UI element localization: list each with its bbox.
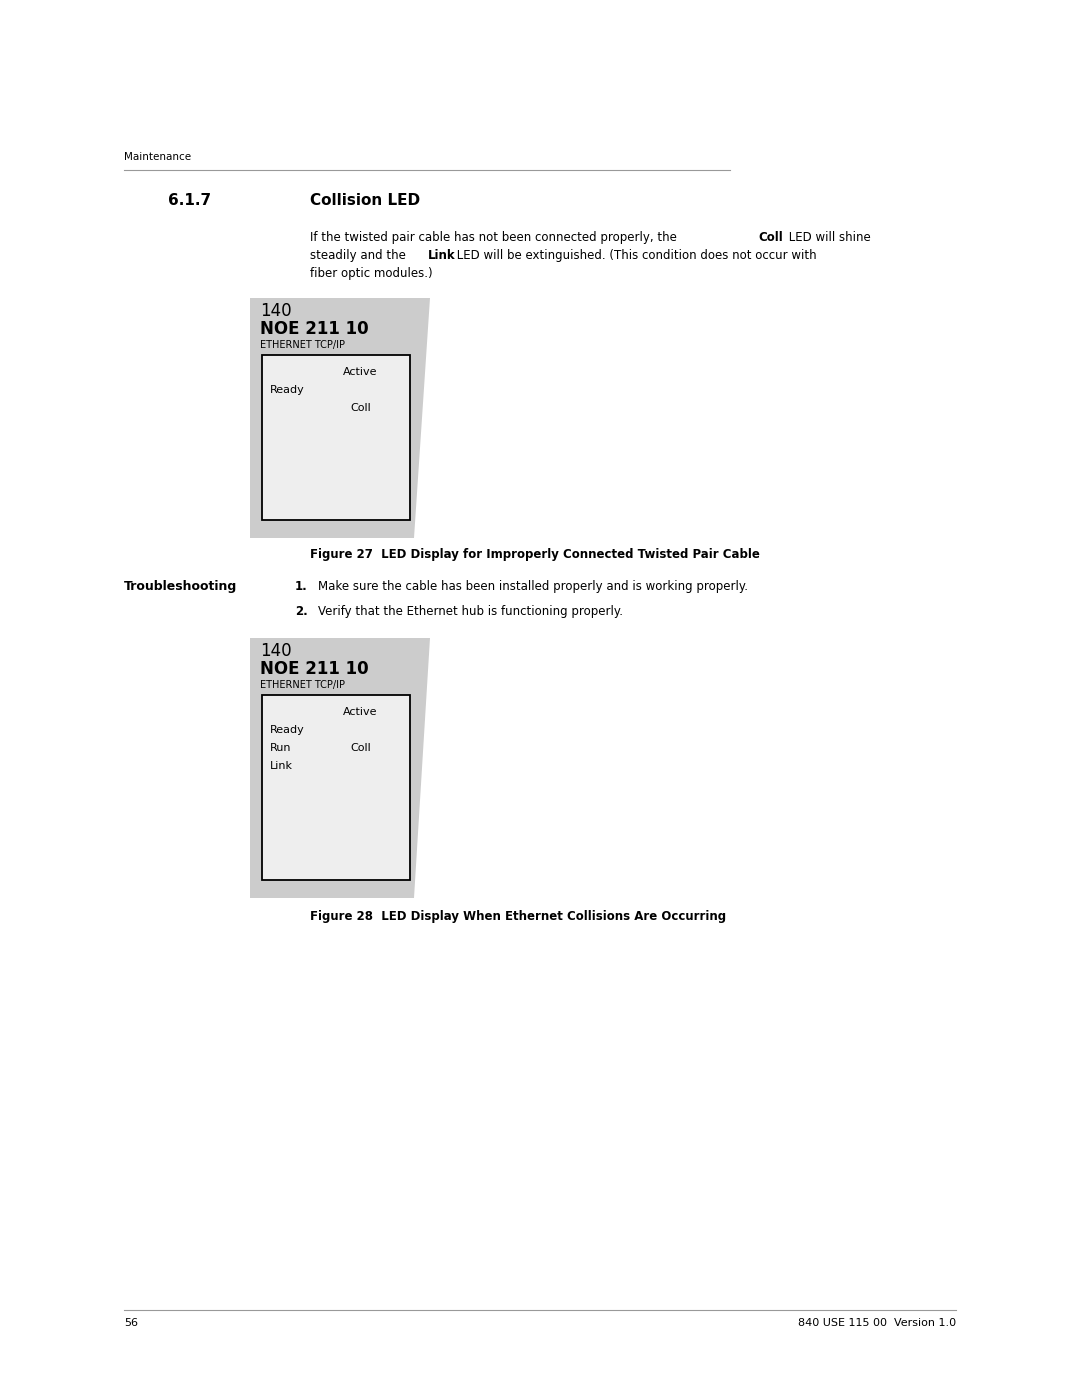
Text: Maintenance: Maintenance — [124, 152, 191, 162]
Text: Figure 28  LED Display When Ethernet Collisions Are Occurring: Figure 28 LED Display When Ethernet Coll… — [310, 909, 726, 923]
Text: 2.: 2. — [295, 605, 308, 617]
Text: Collision LED: Collision LED — [310, 193, 420, 208]
Bar — [262, 694, 410, 880]
Text: Active: Active — [343, 367, 378, 377]
Text: Coll: Coll — [350, 743, 370, 753]
Text: LED will be extinguished. (This condition does not occur with: LED will be extinguished. (This conditio… — [453, 249, 816, 263]
Text: steadily and the: steadily and the — [310, 249, 409, 263]
Text: NOE 211 10: NOE 211 10 — [260, 659, 368, 678]
Text: ETHERNET TCP/IP: ETHERNET TCP/IP — [260, 339, 345, 351]
Text: Active: Active — [343, 707, 378, 717]
Text: If the twisted pair cable has not been connected properly, the: If the twisted pair cable has not been c… — [310, 231, 680, 244]
Text: 6.1.7: 6.1.7 — [168, 193, 211, 208]
Text: Make sure the cable has been installed properly and is working properly.: Make sure the cable has been installed p… — [318, 580, 748, 592]
Text: LED will shine: LED will shine — [785, 231, 870, 244]
Text: 840 USE 115 00  Version 1.0: 840 USE 115 00 Version 1.0 — [798, 1317, 956, 1329]
Text: Troubleshooting: Troubleshooting — [124, 580, 238, 592]
Text: Verify that the Ethernet hub is functioning properly.: Verify that the Ethernet hub is function… — [318, 605, 623, 617]
Text: Coll: Coll — [350, 402, 370, 414]
Polygon shape — [249, 298, 430, 538]
Text: Link: Link — [428, 249, 456, 263]
Text: Run: Run — [270, 743, 292, 753]
Text: 140: 140 — [260, 302, 292, 320]
Text: Link: Link — [270, 761, 293, 771]
Text: Ready: Ready — [270, 386, 305, 395]
Text: fiber optic modules.): fiber optic modules.) — [310, 267, 433, 279]
Text: NOE 211 10: NOE 211 10 — [260, 320, 368, 338]
Text: Figure 27  LED Display for Improperly Connected Twisted Pair Cable: Figure 27 LED Display for Improperly Con… — [310, 548, 760, 562]
Text: ETHERNET TCP/IP: ETHERNET TCP/IP — [260, 680, 345, 690]
Text: Coll: Coll — [758, 231, 783, 244]
Text: 1.: 1. — [295, 580, 308, 592]
Text: Ready: Ready — [270, 725, 305, 735]
Text: 56: 56 — [124, 1317, 138, 1329]
Text: 140: 140 — [260, 643, 292, 659]
Bar — [262, 355, 410, 520]
Polygon shape — [249, 638, 430, 898]
